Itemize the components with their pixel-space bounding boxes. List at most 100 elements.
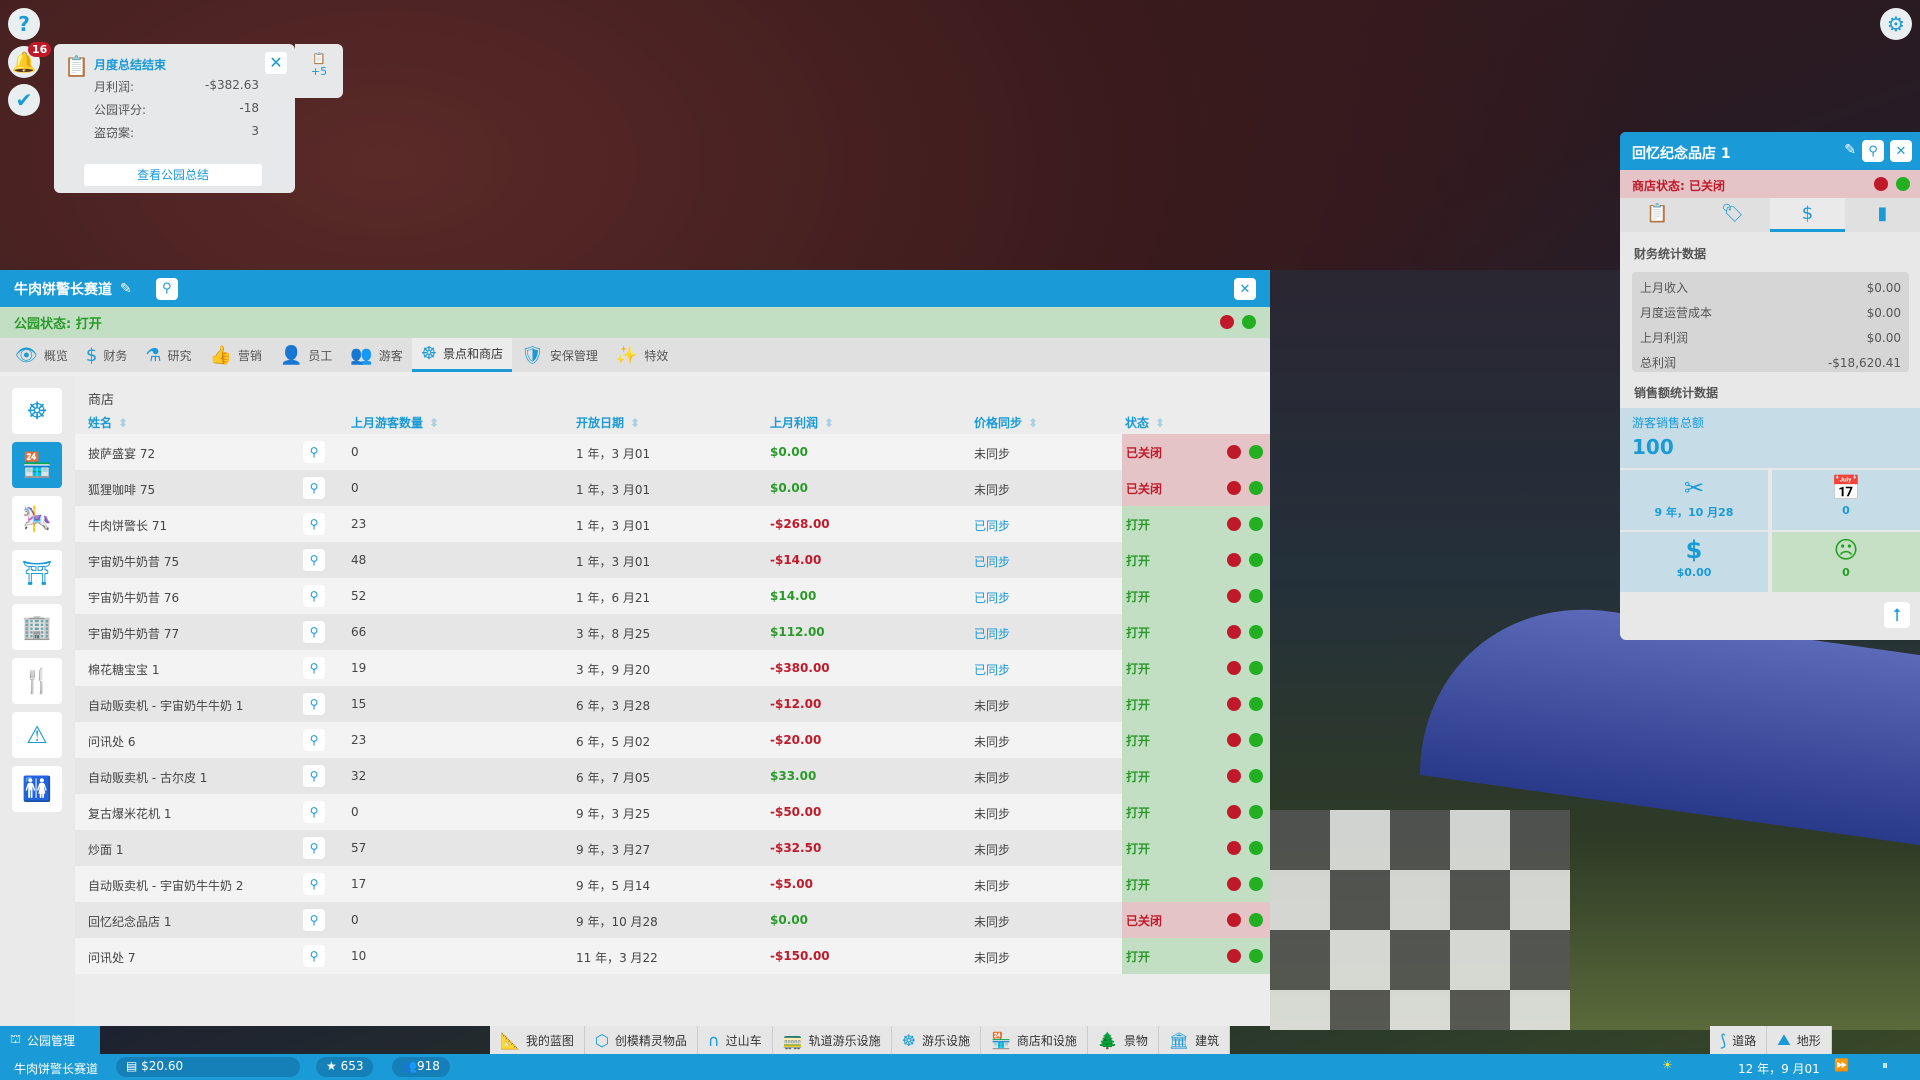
open-toggle[interactable] [1249,445,1263,459]
close-park-toggle[interactable] [1220,315,1234,329]
locate-pin-icon[interactable]: ⚲ [303,693,325,715]
fast-forward-button[interactable]: ⏩ [1834,1058,1849,1072]
close-toggle[interactable] [1227,841,1241,855]
price-sync[interactable]: 已同步 [974,555,1011,569]
locate-pin-icon[interactable]: ⚲ [303,477,325,499]
column-header-price-sync[interactable]: 价格同步 [974,414,1038,431]
locate-pin-icon[interactable]: ⚲ [303,945,325,967]
edit-name-icon[interactable]: ✎ [1844,142,1856,158]
close-shop-toggle[interactable] [1874,177,1888,191]
locate-pin-icon[interactable]: ⚲ [303,873,325,895]
locate-pin-icon[interactable]: ⚲ [303,621,325,643]
price-sync[interactable]: 已同步 [974,519,1011,533]
open-toggle[interactable] [1249,697,1263,711]
table-row[interactable]: 自动贩卖机 - 古尔皮 1 ⚲ 32 6 年，7 月05 $33.00 未同步 打开 [75,758,1270,794]
edit-name-icon[interactable]: ✎ [120,280,132,297]
open-park-toggle[interactable] [1242,315,1256,329]
toolbar-item-5[interactable]: 🏪 商店和设施 [980,1026,1088,1054]
toolbar-item-0[interactable]: ⟆ 道路 [1710,1026,1768,1054]
tab-stats[interactable]: ▮ [1845,198,1920,232]
toolbar-item-6[interactable]: 🌲 景物 [1087,1026,1159,1054]
locate-pin-icon[interactable]: ⚲ [303,765,325,787]
price-sync[interactable]: 未同步 [974,951,1011,965]
pause-button[interactable]: ⏸ [1882,1058,1889,1072]
money-display[interactable]: ▤ $20.60 [116,1057,300,1077]
table-row[interactable]: 宇宙奶牛奶昔 76 ⚲ 52 1 年，6 月21 $14.00 已同步 打开 [75,578,1270,614]
table-row[interactable]: 自动贩卖机 - 宇宙奶牛牛奶 2 ⚲ 17 9 年，5 月14 -$5.00 未同步 打开 [75,866,1270,902]
locate-pin-icon[interactable]: ⚲ [303,909,325,931]
close-toggle[interactable] [1227,733,1241,747]
price-sync[interactable]: 未同步 [974,843,1011,857]
locate-pin-icon[interactable]: ⚲ [303,549,325,571]
close-toggle[interactable] [1227,805,1241,819]
close-toggle[interactable] [1227,445,1241,459]
toolbar-item-3[interactable]: 🚃 轨道游乐设施 [772,1026,892,1054]
tab-1[interactable]: $ 财务 [77,338,136,372]
tab-8[interactable]: ✨ 特效 [607,338,677,372]
price-sync[interactable]: 未同步 [974,771,1011,785]
open-toggle[interactable] [1249,733,1263,747]
table-row[interactable]: 回忆纪念品店 1 ⚲ 0 9 年，10 月28 $0.00 未同步 已关闭 [75,902,1270,938]
column-header-open-date[interactable]: 开放日期 [576,414,640,431]
close-toggle[interactable] [1227,949,1241,963]
sidebar-toilet-icon[interactable]: 🚻 [12,766,62,812]
price-sync[interactable]: 已同步 [974,663,1011,677]
open-shop-toggle[interactable] [1896,177,1910,191]
table-row[interactable]: 宇宙奶牛奶昔 77 ⚲ 66 3 年，8 月25 $112.00 已同步 打开 [75,614,1270,650]
toolbar-item-0[interactable]: 📐 我的蓝图 [490,1026,585,1054]
price-sync[interactable]: 未同步 [974,879,1011,893]
open-toggle[interactable] [1249,877,1263,891]
table-row[interactable]: 复古爆米花机 1 ⚲ 0 9 年，3 月25 -$50.00 未同步 打开 [75,794,1270,830]
close-toggle[interactable] [1227,517,1241,531]
open-toggle[interactable] [1249,913,1263,927]
sidebar-ride-icon[interactable]: 🎠 [12,496,62,542]
locate-pin-icon[interactable]: ⚲ [303,585,325,607]
open-toggle[interactable] [1249,625,1263,639]
column-header-name[interactable]: 姓名 [88,414,128,431]
toolbar-item-2[interactable]: ∩ 过山车 [697,1026,773,1054]
locate-pin-icon[interactable]: ⚲ [303,441,325,463]
locate-shop-button[interactable]: ⚲ [1862,140,1884,162]
tab-info[interactable]: 📋 [1620,198,1695,232]
guests-display[interactable]: 👥918 [392,1057,450,1077]
price-sync[interactable]: 已同步 [974,591,1011,605]
toolbar-item-1[interactable]: ⬡ 创模精灵物品 [584,1026,698,1054]
sidebar-shop-icon[interactable]: 🏪 [12,442,62,488]
open-toggle[interactable] [1249,481,1263,495]
tab-7[interactable]: 🛡 安保管理 [512,338,607,372]
sidebar-food-icon[interactable]: 🍴 [12,658,62,704]
close-toggle[interactable] [1227,553,1241,567]
close-toggle[interactable] [1227,913,1241,927]
tab-2[interactable]: ⚗ 研究 [136,338,200,372]
toolbar-item-7[interactable]: 🏛 建筑 [1158,1026,1231,1054]
locate-pin-icon[interactable]: ⚲ [303,801,325,823]
price-sync[interactable]: 未同步 [974,735,1011,749]
close-panel-button[interactable]: ✕ [1234,278,1256,300]
close-toggle[interactable] [1227,625,1241,639]
tab-6[interactable]: ☸ 景点和商店 [411,338,512,372]
column-header-visitors[interactable]: 上月游客数量 [351,414,439,431]
toolbar-item-1[interactable]: ⛰ 地形 [1767,1026,1832,1054]
open-toggle[interactable] [1249,769,1263,783]
table-row[interactable]: 自动贩卖机 - 宇宙奶牛牛奶 1 ⚲ 15 6 年，3 月28 -$12.00 未同步 打开 [75,686,1270,722]
locate-pin-icon[interactable]: ⚲ [303,837,325,859]
tab-prices[interactable]: 🏷 [1695,198,1770,232]
close-toggle[interactable] [1227,661,1241,675]
table-row[interactable]: 披萨盛宴 72 ⚲ 0 1 年，3 月01 $0.00 未同步 已关闭 [75,434,1270,470]
upgrade-button[interactable]: ⭡ [1884,602,1910,628]
view-park-summary-button[interactable]: 查看公园总结 [84,164,262,186]
toolbar-item-4[interactable]: ☸ 游乐设施 [891,1026,981,1054]
price-sync[interactable]: 未同步 [974,915,1011,929]
close-toggle[interactable] [1227,589,1241,603]
table-row[interactable]: 问讯处 6 ⚲ 23 6 年，5 月02 -$20.00 未同步 打开 [75,722,1270,758]
locate-park-button[interactable]: ⚲ [155,277,178,300]
close-toggle[interactable] [1227,481,1241,495]
park-management-button[interactable]: ⛫ 公园管理 [0,1026,100,1054]
price-sync[interactable]: 未同步 [974,483,1011,497]
tab-4[interactable]: 👤 员工 [271,338,341,372]
locate-pin-icon[interactable]: ⚲ [303,513,325,535]
rating-display[interactable]: ★ 653 [316,1057,374,1077]
table-row[interactable]: 狐狸咖啡 75 ⚲ 0 1 年，3 月01 $0.00 未同步 已关闭 [75,470,1270,506]
tab-5[interactable]: 👥 游客 [341,338,411,372]
tab-finance[interactable]: $ [1770,198,1845,232]
